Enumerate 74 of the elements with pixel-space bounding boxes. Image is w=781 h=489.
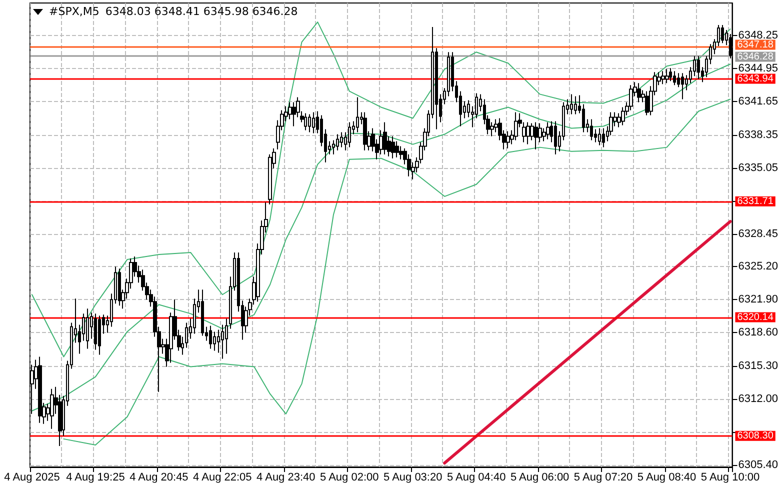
candlestick [661, 70, 665, 85]
candlestick [312, 112, 315, 134]
candlestick [395, 140, 399, 158]
candlestick [673, 70, 676, 86]
ref-line-label: 6331.71 [737, 196, 774, 207]
y-tick-label: 6338.35 [738, 128, 778, 141]
x-tick-label: 5 Aug 07:20 [574, 472, 633, 484]
y-tick-label: 6312.00 [738, 392, 778, 405]
candlestick [669, 68, 672, 82]
y-tick-label: 6318.60 [738, 326, 778, 339]
y-tick-label: 6344.95 [738, 62, 778, 75]
candlestick [514, 112, 518, 141]
candlestick [98, 315, 101, 356]
candlestick [590, 118, 593, 141]
candlestick [534, 122, 538, 150]
x-tick-label: 5 Aug 04:40 [446, 472, 506, 484]
candlestick [681, 72, 684, 100]
y-tick-label: 6328.45 [738, 228, 778, 240]
x-tick-label: 5 Aug 06:00 [510, 472, 570, 484]
ref-line-label: 6308.30 [737, 430, 774, 442]
candlestick [363, 112, 367, 151]
y-tick-label: 6335.05 [738, 162, 778, 174]
candlestick [86, 308, 89, 350]
x-tick-label: 5 Aug 03:20 [383, 472, 442, 484]
x-tick-label: 5 Aug 08:40 [637, 472, 696, 484]
y-tick-label: 6341.65 [738, 96, 778, 108]
x-tick-label: 4 Aug 19:25 [66, 472, 125, 484]
ref-line-label: 6343.94 [737, 73, 774, 84]
candlestick [721, 24, 724, 44]
candlestick [304, 112, 307, 131]
candlestick [570, 94, 573, 115]
y-tick-label: 6315.30 [738, 360, 778, 372]
ref-line-label: 6320.14 [737, 312, 774, 323]
candlestick [50, 388, 54, 430]
candlestick [209, 325, 212, 350]
x-tick-label: 4 Aug 2025 [4, 472, 60, 484]
candlestick [637, 82, 641, 103]
candlestick [391, 136, 395, 159]
candlestick [348, 122, 351, 148]
line-series [63, 98, 731, 446]
candlestick [546, 122, 550, 140]
chart-title: #SPX,M5 [49, 5, 100, 18]
x-tick-label: 5 Aug 02:00 [320, 472, 379, 484]
x-tick-label: 4 Aug 20:45 [130, 472, 188, 484]
candlestick [665, 68, 669, 84]
candlestick [185, 322, 188, 348]
candlestick [506, 130, 510, 149]
y-tick-label: 6305.40 [738, 458, 778, 471]
chart-subtitle: 6348.03 6348.41 6345.98 6346.28 [105, 5, 298, 18]
x-tick-label: 4 Aug 23:40 [256, 472, 316, 484]
line-series [31, 64, 731, 412]
ref-line-label: 6346.28 [737, 51, 774, 62]
candlestick [356, 96, 359, 133]
candlestick [697, 56, 700, 80]
candlestick [526, 122, 530, 145]
candlestick [336, 134, 339, 151]
candlestick [383, 122, 387, 155]
y-tick-label: 6348.25 [738, 30, 778, 42]
candlestick [554, 120, 557, 155]
candlestick [201, 289, 204, 336]
x-tick-label: 5 Aug 10:00 [700, 472, 760, 484]
line-series [31, 22, 731, 358]
candlestick [308, 114, 311, 133]
candlestick [118, 268, 121, 306]
y-tick-label: 6325.20 [738, 260, 778, 273]
ref-line-label: 6347.18 [737, 39, 774, 50]
x-tick-label: 4 Aug 22:05 [193, 472, 252, 484]
candlestick [574, 96, 577, 115]
candlestick [602, 128, 605, 148]
candlestick [598, 128, 601, 146]
candlestick [38, 356, 42, 424]
candlestick [340, 132, 343, 148]
candlestick [629, 84, 633, 111]
y-tick-label: 6321.90 [738, 294, 778, 306]
